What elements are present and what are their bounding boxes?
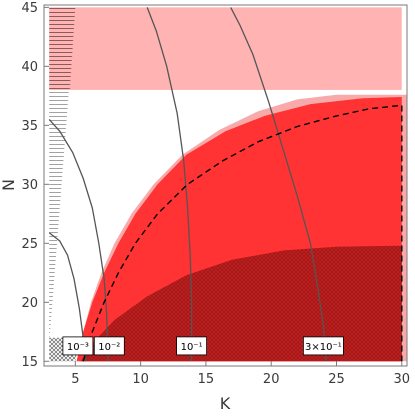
y-tick-label: 30 bbox=[21, 178, 38, 193]
y-axis-label: N bbox=[0, 179, 18, 191]
contour-label: 3×10⁻¹ bbox=[302, 336, 344, 356]
y-tick-label: 35 bbox=[21, 119, 38, 134]
x-tick-label: 25 bbox=[328, 372, 345, 387]
x-tick-label: 30 bbox=[394, 372, 411, 387]
dashed-boundary-line bbox=[82, 104, 403, 362]
contour-label-text: 10⁻¹ bbox=[181, 342, 203, 353]
x-tick-label: 5 bbox=[71, 372, 79, 387]
contour-label-box bbox=[176, 336, 208, 356]
region-light-pink-band bbox=[49, 7, 402, 90]
plot-frame bbox=[43, 4, 408, 367]
contour-line bbox=[48, 118, 109, 362]
contour-line bbox=[146, 7, 193, 362]
contour-line bbox=[230, 7, 327, 362]
contour-label-text: 3×10⁻¹ bbox=[305, 342, 342, 353]
y-tick-label: 15 bbox=[21, 355, 38, 370]
contour-label-box bbox=[62, 336, 94, 356]
contour-label-text: 10⁻³ bbox=[67, 342, 89, 353]
x-tick-label: 15 bbox=[198, 372, 215, 387]
region-horizontal-hatch bbox=[49, 7, 76, 344]
region-band-hatch-overlay bbox=[49, 7, 76, 90]
contour-label-box bbox=[302, 336, 344, 356]
region-dark-red-hatch bbox=[80, 245, 402, 362]
contour-label: 10⁻³ bbox=[62, 336, 94, 356]
contour-label-box bbox=[93, 336, 125, 356]
x-tick-label: 10 bbox=[132, 372, 149, 387]
y-tick-label: 20 bbox=[21, 296, 38, 311]
y-tick-label: 25 bbox=[21, 237, 38, 252]
contour-label: 10⁻¹ bbox=[176, 336, 208, 356]
x-axis-label: K bbox=[220, 394, 231, 413]
contour-label: 10⁻² bbox=[93, 336, 125, 356]
contour-label-text: 10⁻² bbox=[98, 342, 120, 353]
x-tick-label: 20 bbox=[263, 372, 280, 387]
y-tick-label: 45 bbox=[21, 1, 38, 16]
y-tick-label: 40 bbox=[21, 60, 38, 75]
